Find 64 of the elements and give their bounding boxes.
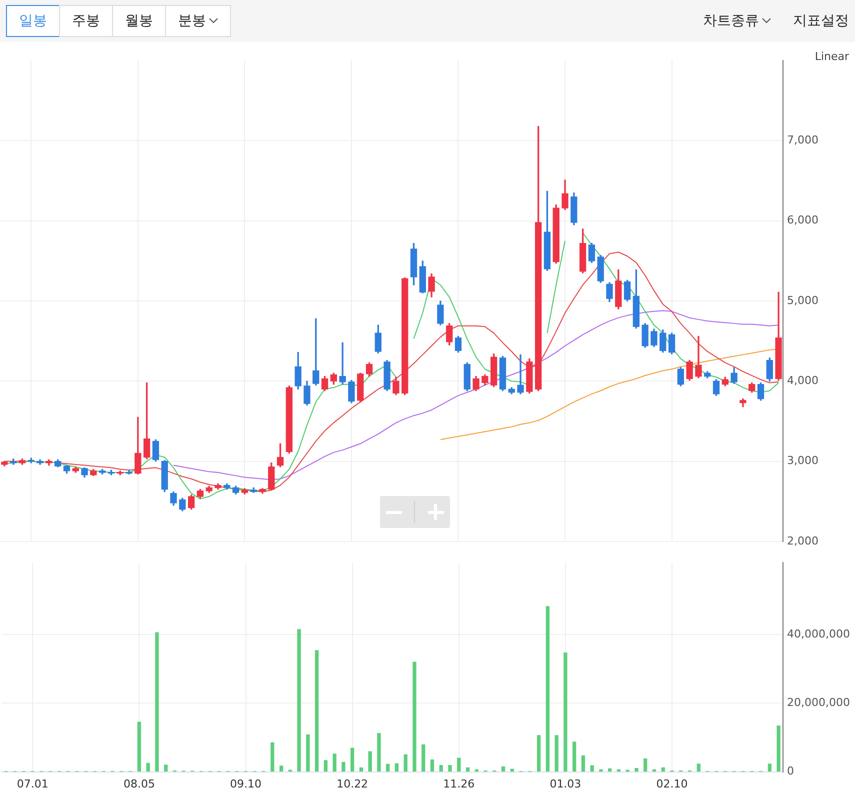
- y-tick-label: 4,000: [787, 374, 818, 387]
- bar: [306, 734, 310, 772]
- text: 월봉: [112, 5, 166, 37]
- bar: [394, 763, 399, 772]
- bar: [342, 762, 346, 772]
- y-tick-label: 6,000: [787, 214, 818, 227]
- bar: [448, 764, 452, 772]
- x-tick-label: 01.03: [550, 777, 582, 790]
- bar: [137, 722, 142, 772]
- candlestick: [339, 342, 346, 385]
- bar: [146, 762, 150, 772]
- x-tick-label: 08.05: [123, 777, 155, 790]
- x-tick-label: 10.22: [336, 777, 368, 790]
- y-tick-label: 7,000: [787, 134, 818, 147]
- x-tick-label: 02.10: [656, 777, 688, 790]
- bar: [572, 742, 576, 772]
- bar: [536, 735, 541, 772]
- x-tick-label: 09.10: [230, 777, 262, 790]
- text: Linear: [814, 50, 849, 63]
- bar: [510, 768, 514, 772]
- bar: [412, 662, 416, 772]
- y-tick-label: 3,000: [787, 454, 818, 468]
- bar: [644, 758, 648, 772]
- bar: [314, 650, 319, 772]
- bar: [404, 754, 408, 772]
- text: 주봉: [59, 5, 113, 37]
- bar: [155, 632, 159, 772]
- text: 차트종류: [703, 12, 760, 30]
- text: 분봉: [165, 5, 231, 37]
- bar: [439, 764, 443, 772]
- bar: [590, 765, 594, 772]
- bar: [599, 769, 603, 772]
- bar: [581, 755, 586, 772]
- bar: [297, 629, 301, 772]
- x-tick-label: 11.26: [443, 777, 475, 790]
- candlestick: [517, 354, 524, 394]
- bar: [350, 748, 354, 772]
- bar: [279, 766, 284, 772]
- y-tick-label: 20,000,000: [787, 696, 850, 710]
- text: 지표설정: [793, 12, 849, 30]
- x-tick-label: 07.01: [16, 777, 48, 790]
- bar: [564, 652, 568, 772]
- bar: [501, 766, 506, 772]
- bar: [768, 764, 772, 772]
- bar: [546, 606, 550, 772]
- bar: [422, 744, 426, 772]
- y-tick-label: 2,000: [787, 534, 818, 548]
- text: 일봉: [6, 5, 60, 37]
- bar: [634, 768, 638, 772]
- bar: [554, 735, 558, 772]
- bar: [164, 764, 168, 772]
- bar: [324, 760, 328, 772]
- y-tick-label: 0: [787, 764, 794, 778]
- bar: [270, 742, 274, 772]
- bar: [430, 759, 434, 772]
- bar: [457, 758, 461, 772]
- bar: [696, 764, 700, 772]
- bar: [386, 764, 390, 772]
- bar: [776, 726, 780, 772]
- bar: [332, 754, 336, 772]
- bar: [377, 733, 381, 772]
- y-tick-label: 5,000: [787, 294, 818, 307]
- bar: [368, 751, 372, 772]
- y-tick-label: 40,000,000: [787, 627, 850, 640]
